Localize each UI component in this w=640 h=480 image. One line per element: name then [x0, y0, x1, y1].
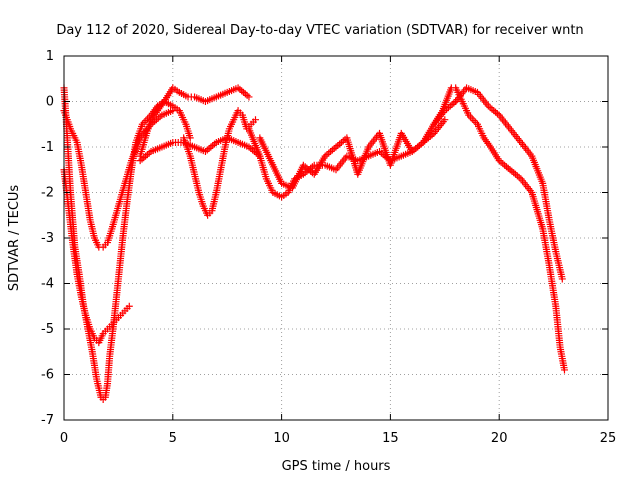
x-tick-label: 10: [273, 431, 290, 446]
data-point: [125, 302, 133, 310]
y-tick-label: -1: [41, 140, 54, 155]
grid-layer: [64, 56, 608, 420]
data-layer: [60, 84, 568, 404]
x-tick-label: 20: [491, 431, 508, 446]
data-series: [430, 84, 568, 374]
data-series: [245, 116, 449, 201]
y-tick-label: -7: [41, 413, 54, 428]
data-series: [136, 84, 253, 160]
data-point: [245, 93, 253, 101]
data-series: [136, 134, 264, 165]
y-tick-label: -6: [41, 368, 54, 383]
y-tick-label: -5: [41, 322, 54, 337]
y-tick-label: -4: [41, 277, 54, 292]
y-tick-label: -3: [41, 231, 54, 246]
x-tick-label: 25: [600, 431, 617, 446]
y-axis-label: SDTVAR / TECUs: [7, 185, 22, 292]
data-point: [186, 134, 194, 142]
data-series: [256, 98, 460, 192]
data-series: [60, 166, 133, 347]
data-point: [558, 275, 566, 283]
data-point: [251, 116, 259, 124]
tick-layer: 0 5 10 15 20 25 -7 -6 -5 -4 -3 -2 -1 0 1: [41, 49, 616, 446]
y-tick-label: 0: [46, 95, 54, 110]
data-point-fill: [468, 115, 476, 123]
data-series: [60, 107, 177, 251]
data-point: [169, 107, 177, 115]
x-tick-label: 15: [382, 431, 399, 446]
x-tick-label: 5: [169, 431, 177, 446]
data-series: [452, 84, 566, 283]
x-axis-label: GPS time / hours: [282, 459, 391, 474]
x-tick-label: 0: [60, 431, 68, 446]
data-point-fill: [470, 117, 478, 125]
y-tick-label: 1: [46, 49, 54, 64]
data-series: [180, 107, 259, 219]
data-series: [60, 84, 194, 404]
data-point: [441, 116, 449, 124]
data-point: [560, 366, 568, 374]
chart-title: Day 112 of 2020, Sidereal Day-to-day VTE…: [56, 23, 583, 38]
y-tick-label: -2: [41, 186, 54, 201]
